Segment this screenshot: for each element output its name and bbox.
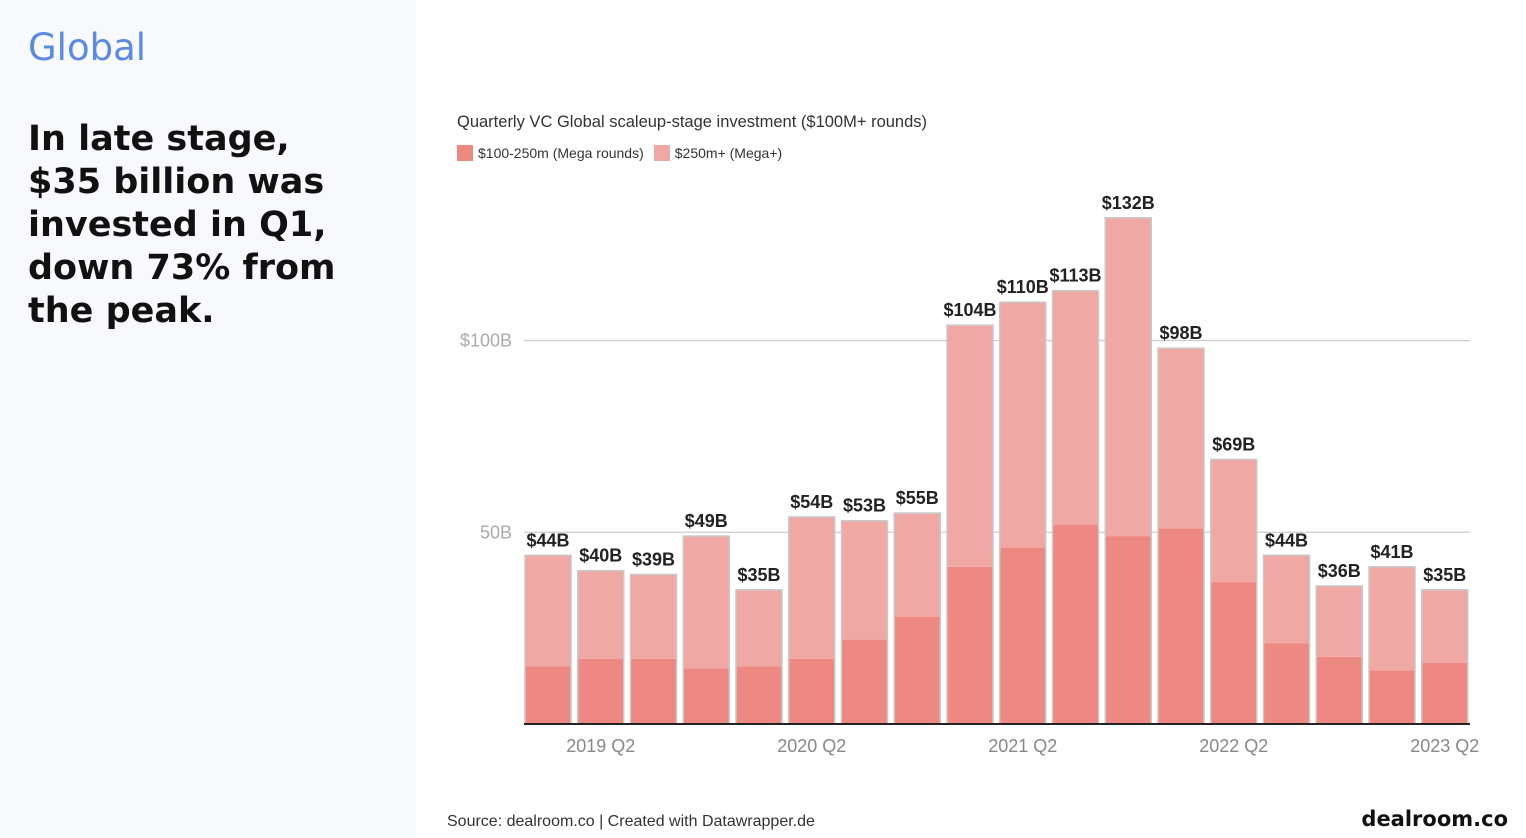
total-label-16: $41B (1370, 542, 1413, 562)
legend-label-mega-plus: $250m+ (Mega+) (674, 145, 783, 161)
bar-mega-plus-8 (947, 325, 993, 567)
bar-mega-15 (1316, 656, 1363, 724)
bar-mega-plus-6 (841, 520, 888, 640)
legend-swatch-mega-plus (653, 145, 670, 161)
total-label-15: $36B (1318, 561, 1361, 581)
total-label-11: $132B (1102, 193, 1155, 213)
bar-mega-0 (525, 666, 571, 724)
total-label-12: $98B (1159, 323, 1202, 343)
bar-mega-plus-5 (788, 516, 835, 659)
bar-mega-7 (894, 616, 941, 724)
x-tick-label-2022-Q2: 2022 Q2 (1199, 736, 1268, 756)
y-tick-label-50: 50B (480, 522, 512, 542)
bar-mega-14 (1263, 643, 1310, 724)
bar-mega-9 (999, 547, 1046, 724)
bar-mega-1 (577, 658, 624, 724)
bar-mega-plus-4 (736, 589, 782, 667)
section-title: Global (28, 26, 147, 69)
bar-mega-13 (1210, 582, 1257, 724)
source-note: Source: dealroom.co | Created with Dataw… (447, 813, 815, 830)
bar-mega-3 (683, 668, 730, 724)
bar-mega-plus-2 (630, 574, 677, 659)
bar-mega-6 (841, 639, 888, 724)
bar-mega-plus-12 (1158, 348, 1204, 529)
bar-mega-plus-17 (1421, 589, 1468, 663)
total-label-17: $35B (1423, 565, 1466, 585)
total-label-10: $113B (1049, 266, 1101, 286)
bar-mega-11 (1105, 536, 1152, 724)
x-tick-label-2021-Q2: 2021 Q2 (988, 736, 1057, 756)
bar-mega-10 (1052, 524, 1099, 724)
total-label-9: $110B (997, 277, 1049, 297)
legend-item-mega: $100-250m (Mega rounds) (457, 145, 644, 161)
total-label-0: $44B (526, 530, 569, 550)
total-label-14: $44B (1265, 530, 1308, 550)
bar-mega-plus-11 (1105, 217, 1152, 537)
bar-mega-plus-1 (577, 570, 624, 659)
bar-mega-plus-10 (1052, 290, 1099, 525)
total-label-5: $54B (790, 492, 833, 512)
legend-item-mega-plus: $250m+ (Mega+) (653, 145, 783, 161)
bar-mega-12 (1158, 528, 1204, 724)
total-label-8: $104B (943, 300, 996, 320)
bar-mega-plus-13 (1210, 459, 1257, 583)
x-tick-label-2020-Q2: 2020 Q2 (777, 736, 846, 756)
total-label-7: $55B (896, 488, 939, 508)
bar-mega-plus-3 (683, 536, 730, 669)
total-label-6: $53B (843, 496, 886, 516)
chart-legend: $100-250m (Mega rounds) $250m+ (Mega+) (457, 145, 792, 161)
chart-title: Quarterly VC Global scaleup-stage invest… (457, 113, 928, 131)
x-tick-label-2023-Q2: 2023 Q2 (1410, 736, 1479, 756)
bar-mega-17 (1421, 662, 1468, 724)
headline: In late stage, $35 billion was invested … (28, 119, 336, 331)
bar-mega-2 (630, 658, 677, 724)
bar-mega-plus-0 (525, 555, 571, 667)
total-label-2: $39B (632, 549, 675, 569)
bar-mega-4 (736, 666, 782, 724)
legend-swatch-mega (457, 145, 473, 161)
bar-mega-plus-7 (894, 513, 941, 617)
left-panel: Global In late stage, $35 billion was in… (0, 0, 416, 838)
y-tick-label-100: $100B (460, 331, 512, 351)
bar-mega-plus-14 (1263, 555, 1310, 644)
bar-mega-16 (1369, 670, 1415, 724)
total-label-3: $49B (685, 511, 728, 531)
bar-mega-8 (947, 566, 993, 724)
brand-logo: dealroom.co (1361, 807, 1508, 831)
legend-label-mega: $100-250m (Mega rounds) (478, 145, 644, 161)
bar-mega-plus-9 (999, 302, 1046, 548)
x-tick-label-2019-Q2: 2019 Q2 (566, 736, 635, 756)
bar-mega-plus-16 (1369, 566, 1415, 671)
total-label-4: $35B (737, 565, 780, 585)
total-label-1: $40B (579, 546, 622, 566)
bar-mega-5 (788, 658, 835, 724)
bar-mega-plus-15 (1316, 585, 1363, 657)
total-label-13: $69B (1212, 434, 1255, 454)
